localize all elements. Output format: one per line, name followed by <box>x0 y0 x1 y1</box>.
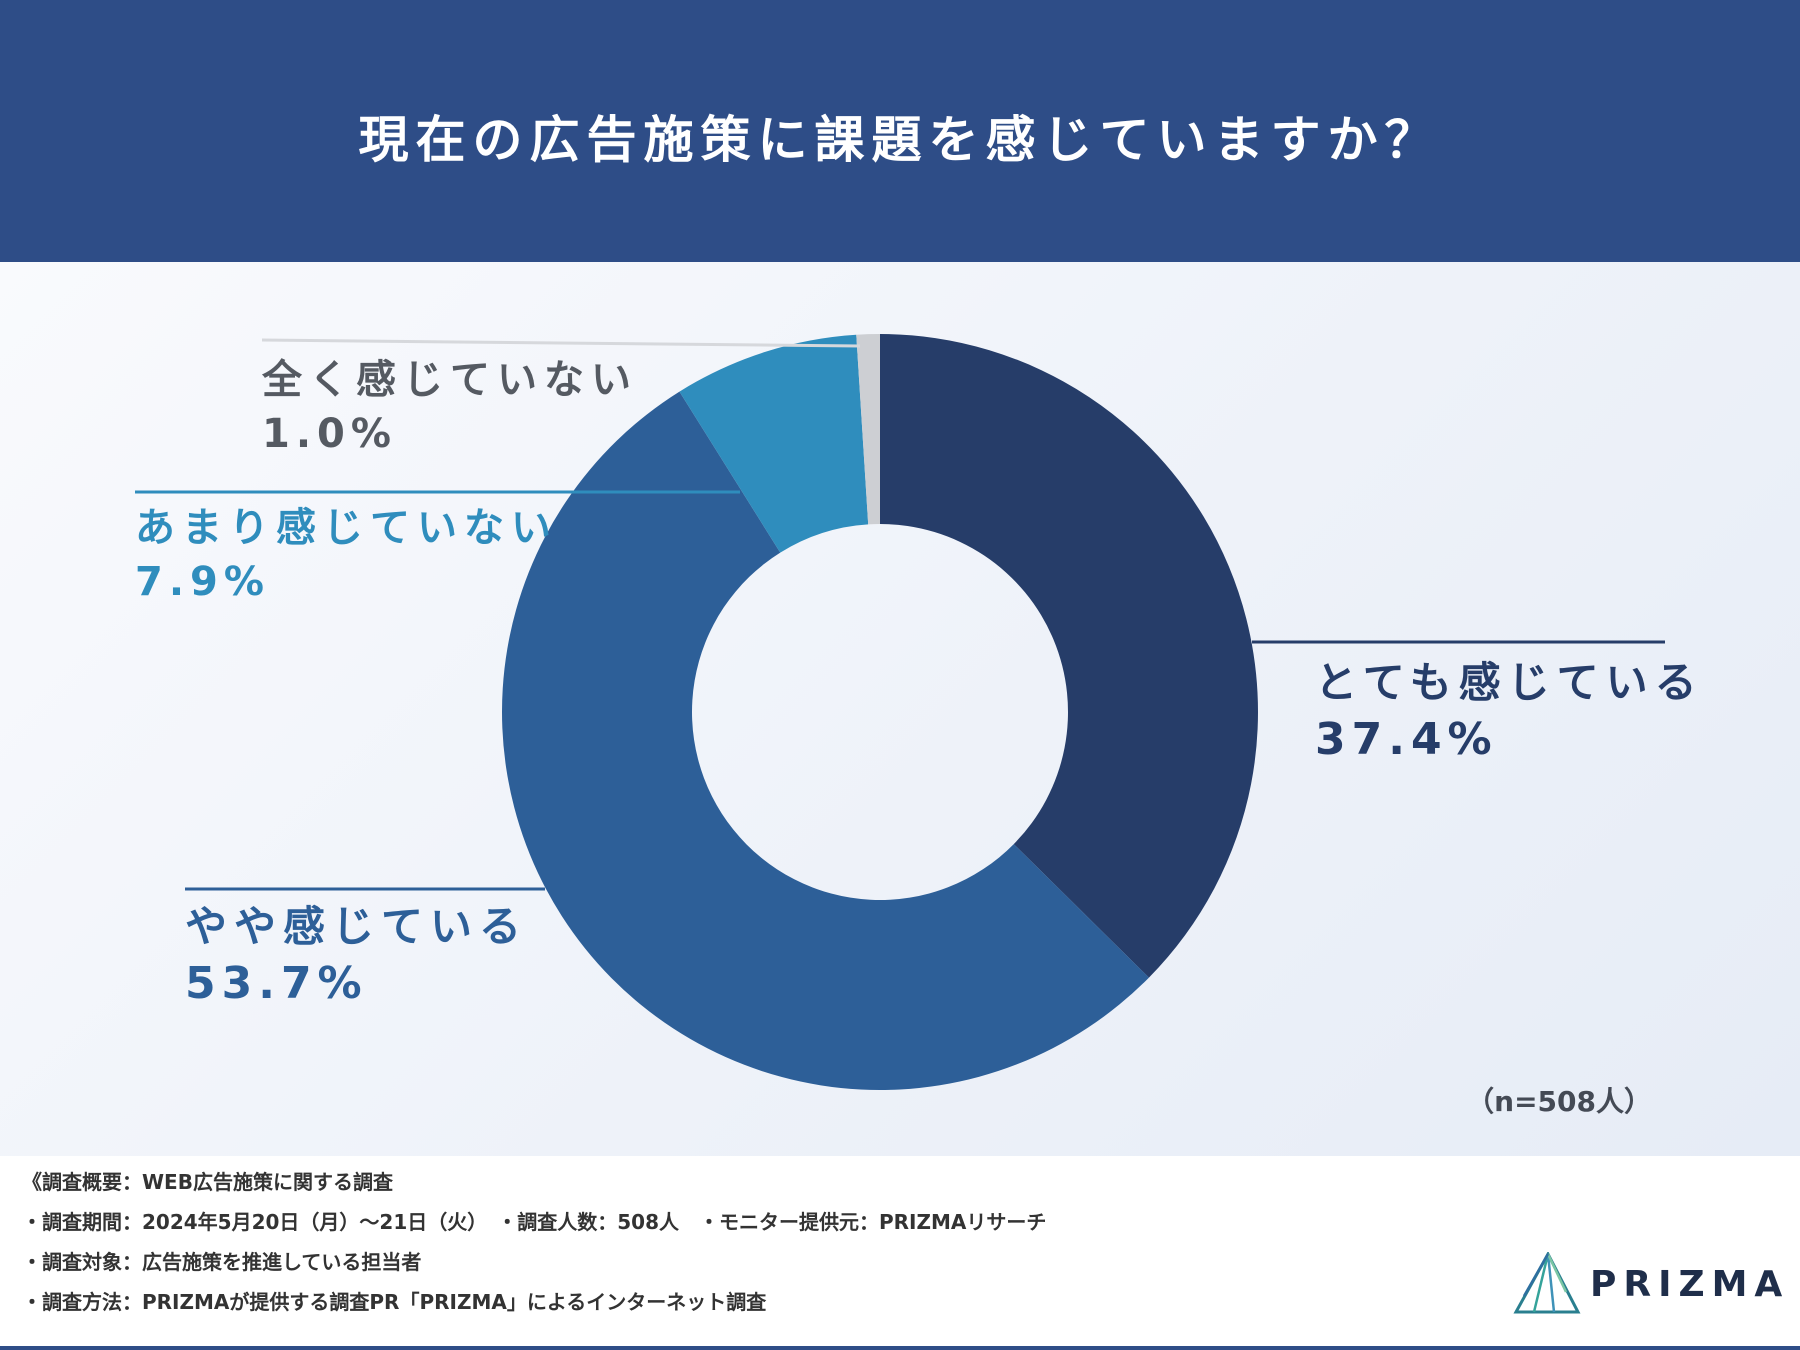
category-label-not-at-all: 全く感じていない <box>262 357 638 403</box>
prism-logo-icon <box>1513 1250 1581 1314</box>
leader-line-not-at-all <box>261 338 861 348</box>
value-label-very: 37.4% <box>1315 714 1498 765</box>
footer: 《調査概要：WEB広告施策に関する調査 ・調査期間：2024年5月20日（月）～… <box>0 1156 1800 1350</box>
slice-somewhat <box>501 391 1149 1091</box>
label-not-much: あまり感じていない 7.9% <box>135 508 558 602</box>
prizma-logo: PRIZMA <box>1510 1250 1782 1322</box>
title-banner: 現在の広告施策に課題を感じていますか？ <box>0 0 1800 262</box>
sample-size: （n=508人） <box>1466 1085 1652 1118</box>
bottom-rule <box>0 1346 1800 1350</box>
slice-very <box>880 334 1258 978</box>
category-label-very: とても感じている <box>1315 658 1704 707</box>
slice-not-much <box>679 334 869 553</box>
category-label-somewhat: やや感じている <box>185 902 529 951</box>
plot-area: とても感じている 37.4% やや感じている 53.7% あまり感じていない 7… <box>0 262 1800 1156</box>
label-very: とても感じている 37.4% <box>1315 662 1704 762</box>
note-period: ・調査期間：2024年5月20日（月）～21日（火） ・調査人数：508人 ・モ… <box>22 1210 1047 1234</box>
value-label-somewhat: 53.7% <box>185 958 368 1009</box>
slice-not-at-all <box>856 334 880 525</box>
label-somewhat: やや感じている 53.7% <box>185 906 528 1006</box>
chart-title: 現在の広告施策に課題を感じていますか？ <box>358 111 1442 169</box>
note-overview: 《調査概要：WEB広告施策に関する調査 <box>22 1170 393 1194</box>
logo-text: PRIZMA <box>1590 1264 1790 1305</box>
value-label-not-much: 7.9% <box>135 559 270 605</box>
label-not-at-all: 全く感じていない 1.0% <box>262 360 638 454</box>
donut-chart <box>135 334 1665 1091</box>
survey-notes: 《調査概要：WEB広告施策に関する調査 ・調査期間：2024年5月20日（月）～… <box>22 1172 1046 1332</box>
value-label-not-at-all: 1.0% <box>262 411 397 457</box>
note-method: ・調査方法：PRIZMAが提供する調査PR「PRIZMA」によるインターネット調… <box>22 1290 767 1314</box>
category-label-not-much: あまり感じていない <box>135 505 558 551</box>
note-target: ・調査対象：広告施策を推進している担当者 <box>22 1250 422 1274</box>
